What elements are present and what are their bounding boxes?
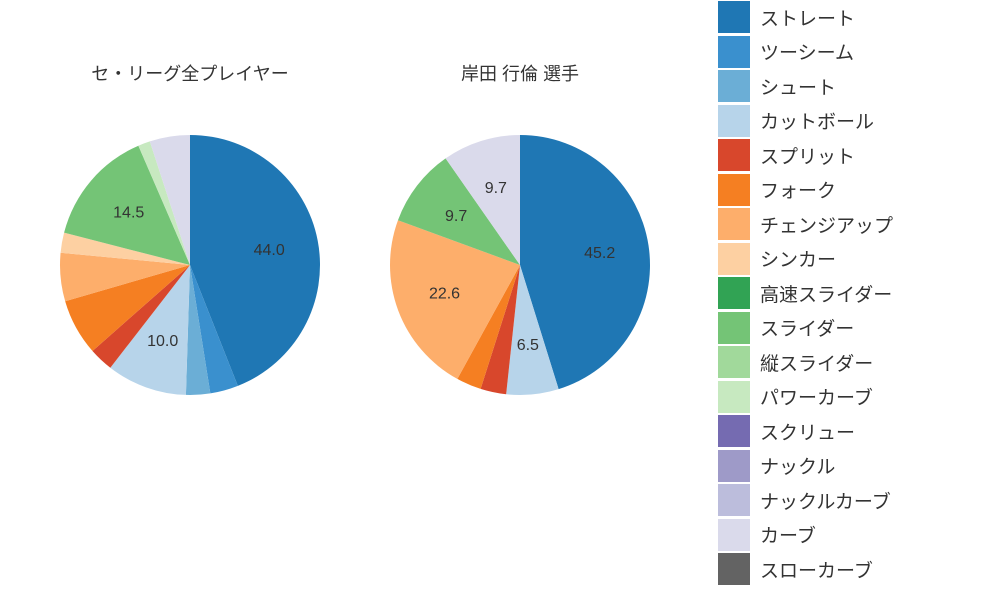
- legend-label: ツーシーム: [760, 38, 854, 65]
- legend-item: 高速スライダー: [718, 276, 988, 311]
- legend-item: ナックルカーブ: [718, 483, 988, 518]
- legend-item: チェンジアップ: [718, 207, 988, 242]
- legend-item: シュート: [718, 69, 988, 104]
- legend-swatch: [718, 450, 750, 482]
- legend-label: 縦スライダー: [760, 349, 873, 376]
- legend-item: ストレート: [718, 0, 988, 35]
- legend-swatch: [718, 174, 750, 206]
- legend-item: シンカー: [718, 242, 988, 277]
- legend-swatch: [718, 312, 750, 344]
- legend-label: パワーカーブ: [760, 383, 873, 410]
- legend-swatch: [718, 139, 750, 171]
- legend-label: スライダー: [760, 314, 854, 341]
- legend-item: カーブ: [718, 518, 988, 553]
- slice-label: 9.7: [445, 208, 467, 225]
- legend-swatch: [718, 519, 750, 551]
- legend-label: フォーク: [760, 176, 836, 203]
- legend-label: スクリュー: [760, 418, 855, 445]
- pie-title: セ・リーグ全プレイヤー: [91, 64, 288, 84]
- legend-label: チェンジアップ: [760, 211, 893, 238]
- legend-swatch: [718, 36, 750, 68]
- legend-swatch: [718, 381, 750, 413]
- legend-label: ストレート: [760, 4, 855, 31]
- legend-item: 縦スライダー: [718, 345, 988, 380]
- legend-item: スライダー: [718, 311, 988, 346]
- slice-label: 44.0: [254, 242, 285, 259]
- legend-swatch: [718, 105, 750, 137]
- legend: ストレートツーシームシュートカットボールスプリットフォークチェンジアップシンカー…: [718, 0, 988, 587]
- slice-label: 22.6: [429, 285, 460, 302]
- slice-label: 10.0: [147, 333, 178, 350]
- legend-label: シュート: [760, 73, 836, 100]
- legend-item: フォーク: [718, 173, 988, 208]
- legend-swatch: [718, 346, 750, 378]
- legend-swatch: [718, 484, 750, 516]
- legend-swatch: [718, 1, 750, 33]
- chart-container: セ・リーグ全プレイヤー 44.0 10.0 14.5 岸田 行倫 選手 45.2 6.5 22…: [0, 0, 1000, 600]
- legend-label: スローカーブ: [760, 556, 873, 583]
- legend-item: スローカーブ: [718, 552, 988, 587]
- legend-label: ナックルカーブ: [760, 487, 891, 514]
- legend-label: シンカー: [760, 245, 836, 272]
- legend-label: カットボール: [760, 107, 874, 134]
- legend-swatch: [718, 553, 750, 585]
- legend-label: 高速スライダー: [760, 280, 892, 307]
- legend-item: ナックル: [718, 449, 988, 484]
- pie-title: 岸田 行倫 選手: [461, 64, 579, 84]
- legend-item: ツーシーム: [718, 35, 988, 70]
- legend-swatch: [718, 277, 750, 309]
- legend-swatch: [718, 70, 750, 102]
- legend-label: ナックル: [760, 452, 835, 479]
- legend-label: スプリット: [760, 142, 855, 169]
- pies-svg: セ・リーグ全プレイヤー 44.0 10.0 14.5 岸田 行倫 選手 45.2 6.5 22…: [0, 0, 700, 600]
- legend-swatch: [718, 415, 750, 447]
- legend-swatch: [718, 243, 750, 275]
- legend-item: カットボール: [718, 104, 988, 139]
- legend-swatch: [718, 208, 750, 240]
- legend-item: スクリュー: [718, 414, 988, 449]
- slice-label: 6.5: [517, 337, 539, 354]
- slice-label: 45.2: [584, 245, 615, 262]
- slice-label: 14.5: [113, 205, 144, 222]
- legend-item: スプリット: [718, 138, 988, 173]
- legend-label: カーブ: [760, 521, 816, 548]
- legend-item: パワーカーブ: [718, 380, 988, 415]
- pie-chart-area: セ・リーグ全プレイヤー 44.0 10.0 14.5 岸田 行倫 選手 45.2 6.5 22…: [0, 0, 700, 600]
- slice-label: 9.7: [485, 180, 507, 197]
